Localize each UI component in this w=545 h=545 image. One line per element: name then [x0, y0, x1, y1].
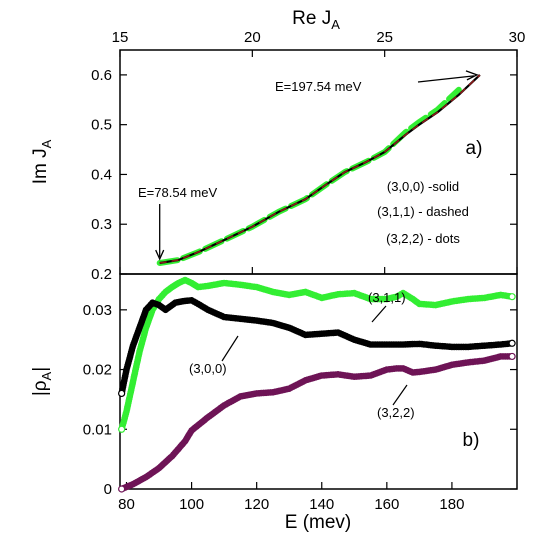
panel-b-annotation-300: (3,0,0) — [189, 361, 227, 376]
panel-b-xtick-label: 100 — [179, 496, 204, 513]
panel-b-series-300-point — [508, 339, 516, 347]
panel-a-xlabel: Re JA — [292, 8, 340, 32]
panel-a-ytick-label: 0.6 — [91, 67, 112, 84]
panel-b-series-322-point — [508, 352, 516, 361]
panel-b-xtick-label: 80 — [118, 496, 135, 513]
panel-a-xtick-label: 30 — [509, 29, 526, 46]
panel-b-ytick-label: 0 — [104, 481, 112, 498]
panel-a-panel-label: a) — [466, 138, 483, 159]
panel-b-ytick-label: 0.01 — [83, 421, 112, 438]
panel-b-annotation-311: (3,1,1) — [368, 290, 406, 305]
panel-a-ytick-label: 0.5 — [91, 117, 112, 134]
panel-b-frame — [119, 273, 518, 490]
panel-a-xlabel-sub: A — [331, 17, 340, 32]
panel-b-ylabel-sub: A — [39, 371, 54, 380]
panel-b-ytick-label: 0.02 — [83, 362, 112, 379]
panel-b-xlabel: E (mev) — [285, 512, 352, 533]
panel-b-series-311-point — [508, 293, 516, 301]
panel-a-arrow-high-shaft — [417, 75, 475, 83]
panel-b-xtick-label: 140 — [309, 496, 334, 513]
panel-b-annotation-322: (3,2,2) — [377, 405, 415, 420]
panel-b-series-300-point — [118, 389, 126, 398]
panel-b-series-322 — [118, 352, 516, 493]
panel-a-xtick-label: 20 — [244, 29, 261, 46]
panel-a-legend-line: (3,0,0) -solid — [387, 179, 459, 194]
panel-b-xtick-label: 180 — [439, 496, 464, 513]
panel-b-leader-322 — [392, 384, 408, 406]
panel-a-legend-line: (3,1,1) - dashed — [377, 204, 469, 219]
panel-a-arrow-high-head — [465, 70, 479, 81]
panel-a: 15 20 25 30 0.2 0.3 0.4 0.5 0.6 Re JA Im JA (3,0,0)… — [30, 8, 525, 283]
panel-b-series-322-point — [118, 485, 126, 493]
panel-a-ytick-label: 0.3 — [91, 216, 112, 233]
panel-b-panel-label: b) — [463, 430, 480, 451]
panel-a-annotation-low: E=78.54 meV — [138, 185, 217, 200]
panel-b-xtick-label: 120 — [244, 496, 269, 513]
panel-a-ytick-label: 0.2 — [91, 266, 112, 283]
panel-b: 80 100 120 140 160 180 0 0.01 0.02 0.03 E (mev) |ρA… — [30, 273, 518, 533]
panel-b-leader-311 — [371, 305, 387, 323]
panel-a-xtick-label: 15 — [112, 29, 129, 46]
panel-b-ylabel-end: | — [30, 367, 51, 372]
panel-a-xtick-label: 25 — [376, 29, 393, 46]
panel-a-annotation-high: E=197.54 meV — [275, 79, 362, 94]
panel-a-ylabel: Im JA — [30, 139, 54, 184]
panel-a-legend-line: (3,2,2) - dots — [386, 231, 460, 246]
panel-b-ytick-label: 0.03 — [83, 302, 112, 319]
panel-a-series-311 — [159, 74, 481, 264]
panel-b-leader-300 — [221, 335, 239, 362]
panel-b-series-300 — [118, 296, 516, 398]
panel-b-series-311-point — [118, 425, 126, 433]
panel-b-xtick-label: 160 — [374, 496, 399, 513]
panel-a-ytick-label: 0.4 — [91, 166, 112, 183]
panel-b-series-311 — [118, 276, 516, 433]
panel-a-ylabel-sub: A — [39, 139, 54, 148]
panel-b-ylabel: |ρA| — [30, 367, 54, 396]
panel-a-arrow-low-head — [155, 249, 165, 261]
